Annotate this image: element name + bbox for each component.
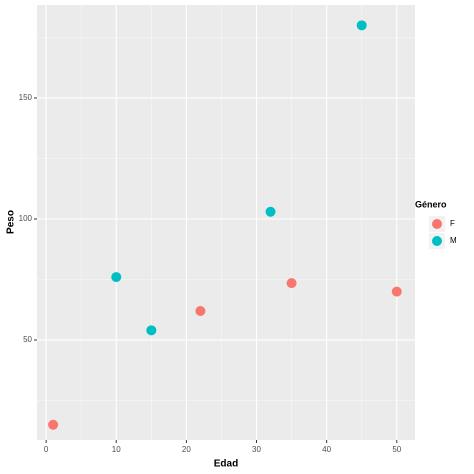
x-tick-label: 50 xyxy=(392,445,401,454)
point xyxy=(356,20,367,31)
x-axis-label: Edad xyxy=(214,459,238,470)
point xyxy=(195,305,206,316)
x-tick-label: 20 xyxy=(182,445,191,454)
point xyxy=(286,278,297,289)
y-tick-label: 100 xyxy=(19,214,33,223)
x-tick-label: 0 xyxy=(44,445,49,454)
x-tick-label: 30 xyxy=(252,445,261,454)
point xyxy=(146,325,157,336)
point xyxy=(48,419,59,430)
legend-title: Género xyxy=(415,199,447,209)
point xyxy=(391,286,402,297)
point xyxy=(265,206,276,217)
legend-label: M xyxy=(450,236,457,245)
point xyxy=(111,272,122,283)
x-tick-label: 10 xyxy=(112,445,121,454)
y-tick-label: 50 xyxy=(23,335,32,344)
legend-marker xyxy=(432,219,442,229)
y-tick-label: 150 xyxy=(19,93,33,102)
legend-marker xyxy=(432,236,442,246)
panel xyxy=(37,5,415,440)
y-axis-label: Peso xyxy=(6,210,17,234)
x-tick-label: 40 xyxy=(322,445,331,454)
legend-label: F xyxy=(450,219,455,228)
